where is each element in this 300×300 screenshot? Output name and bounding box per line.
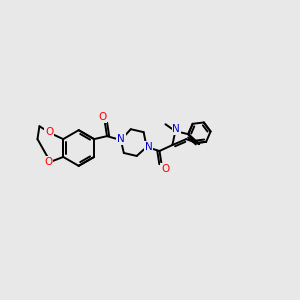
Text: N: N (117, 134, 125, 144)
Text: O: O (98, 112, 106, 122)
Text: O: O (45, 127, 53, 137)
Text: N: N (145, 142, 152, 152)
Text: O: O (44, 157, 52, 167)
Text: N: N (172, 124, 180, 134)
Text: O: O (161, 164, 169, 174)
